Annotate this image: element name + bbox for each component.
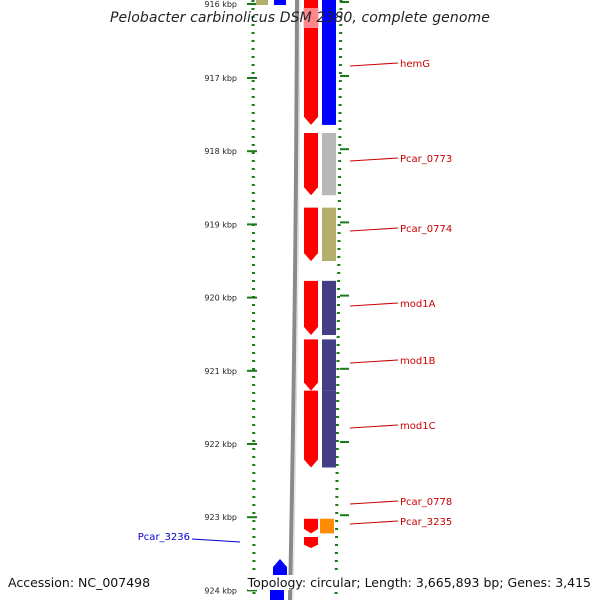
map-title: Pelobacter carbinolicus DSM 2380, comple… (110, 10, 490, 26)
kbp-tick-label: 922 kbp (204, 440, 237, 449)
forward-strand-gene-arrow (304, 207, 318, 262)
gene-label: mod1A (400, 299, 436, 310)
gene-block (322, 280, 336, 336)
gene-block (320, 518, 334, 534)
forward-strand-gene-arrow (304, 0, 318, 125)
gene-block (322, 0, 336, 125)
gene-label: Pcar_0774 (400, 224, 452, 235)
topology-text: Topology: circular (247, 575, 357, 590)
forward-strand-gene-arrow (304, 132, 318, 196)
length-text: Length: 3,665,893 bp (364, 575, 500, 590)
gene-label-leader (349, 227, 399, 232)
gene-block (322, 390, 336, 468)
gene-label-leader (349, 520, 399, 525)
gene-label: hemG (400, 59, 430, 70)
gene-label-leader (349, 302, 399, 307)
gene-label: mod1C (400, 421, 436, 432)
gene-label-leader (349, 157, 399, 162)
gene-label: Pcar_3235 (400, 517, 452, 528)
kbp-tick-label: 923 kbp (204, 513, 237, 522)
gene-block (322, 207, 336, 262)
separator: ; (499, 575, 508, 590)
kbp-tick-label: 919 kbp (204, 220, 237, 229)
kbp-tick-label: 916 kbp (204, 0, 237, 9)
forward-strand-gene-arrow (304, 518, 318, 534)
gene-label: Pcar_0778 (400, 497, 452, 508)
gene-label: Pcar_0773 (400, 154, 452, 165)
clipped-gene-top (256, 0, 268, 5)
forward-strand-gene-arrow (304, 537, 318, 549)
genome-backbone (288, 0, 299, 600)
accession-text: Accession: NC_007498 (8, 575, 151, 590)
kbp-tick-label: 918 kbp (204, 147, 237, 156)
gene-block (322, 132, 336, 196)
forward-strand-gene-arrow (304, 339, 318, 391)
gene-block (322, 339, 336, 391)
forward-strand-gene-arrow (304, 280, 318, 336)
gene-label-leader (349, 424, 399, 429)
gene-label-leader (191, 538, 241, 543)
kbp-tick-label: 917 kbp (204, 74, 237, 83)
gene-label: Pcar_3236 (138, 532, 190, 543)
genome-backbone-highlight (292, 0, 301, 600)
genes-count-text: Genes: 3,415 (507, 575, 591, 590)
gene-label-leader (349, 359, 399, 364)
clipped-gene-top (303, 8, 319, 28)
separator: ; (356, 575, 365, 590)
gene-label-leader (349, 62, 399, 67)
left-dotted-guide (251, 0, 256, 600)
kbp-tick-label: 920 kbp (204, 294, 237, 303)
genome-summary: Topology: circular; Length: 3,665,893 bp… (247, 575, 591, 590)
gene-label: mod1B (400, 356, 436, 367)
forward-strand-gene-arrow (304, 390, 318, 468)
right-dotted-guide (334, 0, 343, 600)
clipped-gene-top (274, 0, 286, 5)
kbp-tick-label: 921 kbp (204, 367, 237, 376)
clipped-gene-bottom (270, 588, 284, 600)
kbp-tick-label: 924 kbp (204, 586, 237, 595)
gene-label-leader (349, 500, 399, 505)
